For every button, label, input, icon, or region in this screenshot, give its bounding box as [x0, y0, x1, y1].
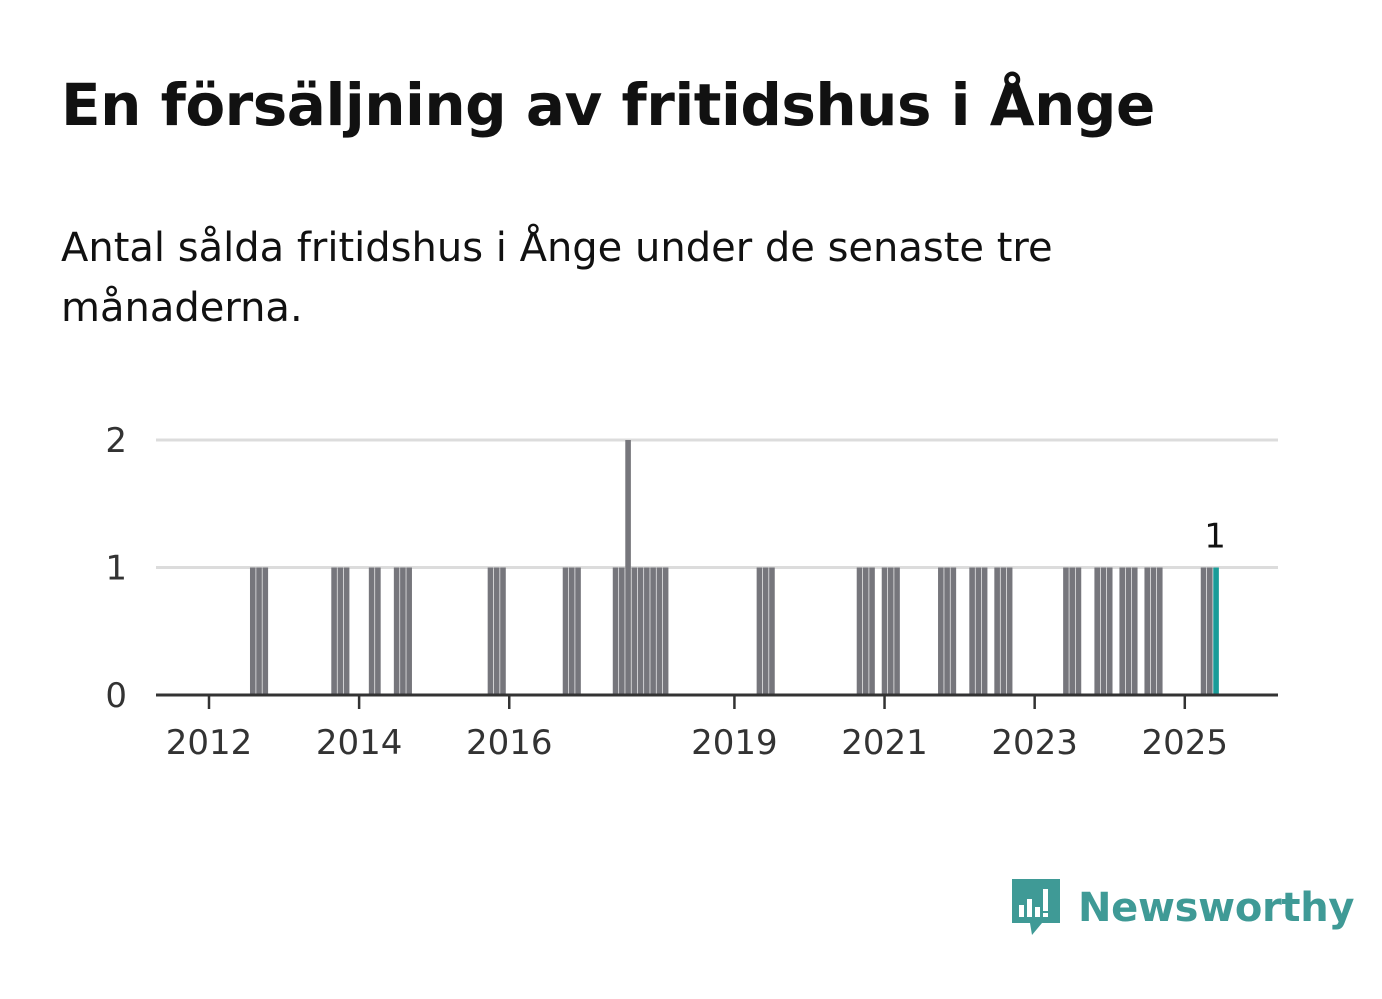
tick-labels: 0 1 2 1 2012 2014 2016 2019 2021 2023 2025	[105, 421, 1228, 763]
bar	[662, 567, 669, 695]
bar	[769, 567, 775, 695]
bar	[406, 567, 412, 695]
bars	[249, 440, 1219, 695]
bar	[393, 567, 400, 695]
x-tick-label: 2021	[841, 723, 928, 763]
bar	[612, 567, 619, 695]
bar	[1156, 567, 1163, 695]
bar	[331, 567, 337, 695]
bar	[881, 567, 888, 695]
bar	[656, 567, 663, 695]
bar	[1069, 567, 1075, 695]
chart-subtitle: Antal sålda fritidshus i Ånge under de s…	[61, 225, 1053, 331]
bar	[1006, 567, 1013, 695]
bar	[650, 567, 656, 695]
bar	[1125, 567, 1132, 695]
x-tick-label: 2019	[691, 723, 778, 763]
bar	[500, 567, 506, 695]
bar	[493, 567, 500, 695]
bar	[1150, 567, 1157, 695]
bar	[575, 567, 581, 695]
bar	[1144, 567, 1151, 695]
bar	[343, 567, 350, 695]
newsworthy-brand: Newsworthy	[1010, 876, 1355, 940]
bar	[944, 567, 950, 695]
bar	[631, 567, 638, 695]
x-tick-label: 2014	[316, 723, 403, 763]
bar	[869, 567, 875, 695]
data-label: 1	[1204, 517, 1226, 557]
bar	[994, 567, 1000, 695]
bar	[1100, 567, 1107, 695]
bar	[856, 567, 863, 695]
bar	[337, 567, 344, 695]
bar	[887, 567, 894, 695]
y-tick-label: 2	[105, 421, 127, 461]
bar	[894, 567, 900, 695]
bar	[975, 567, 982, 695]
bar	[368, 567, 375, 695]
x-tick-label: 2025	[1142, 723, 1229, 763]
chart-title: En försäljning av fritidshus i Ånge	[61, 71, 1155, 139]
bar	[256, 567, 262, 695]
bar	[1075, 567, 1082, 695]
x-axis	[156, 693, 1278, 709]
bar	[981, 567, 988, 695]
bar	[762, 567, 769, 695]
bar	[644, 567, 650, 695]
x-tick-label: 2023	[991, 723, 1078, 763]
bar	[1000, 567, 1007, 695]
y-tick-label: 1	[105, 549, 127, 589]
bar	[1119, 567, 1126, 695]
bar	[562, 567, 569, 695]
bar	[375, 567, 381, 695]
bar	[1063, 567, 1069, 695]
bar	[1094, 567, 1101, 695]
bar	[950, 567, 957, 695]
bar	[619, 567, 625, 695]
bar	[262, 567, 269, 695]
brand-name: Newsworthy	[1078, 885, 1355, 931]
bar	[637, 567, 644, 695]
bar	[1106, 567, 1113, 695]
bar	[756, 567, 763, 695]
y-tick-label: 0	[105, 676, 127, 716]
x-tick-label: 2016	[466, 723, 553, 763]
bar	[487, 567, 494, 695]
newsworthy-logo-icon	[1012, 879, 1060, 935]
bar	[969, 567, 975, 695]
bar-highlight	[1213, 567, 1219, 695]
bar	[625, 440, 631, 695]
bar	[1131, 567, 1138, 695]
gridlines	[156, 438, 1278, 569]
bar	[1200, 567, 1207, 695]
bar	[568, 567, 575, 695]
bar	[400, 567, 406, 695]
bar	[862, 567, 869, 695]
bar	[1207, 567, 1213, 695]
x-tick-label: 2012	[166, 723, 253, 763]
bar	[249, 567, 256, 695]
bar	[938, 567, 944, 695]
